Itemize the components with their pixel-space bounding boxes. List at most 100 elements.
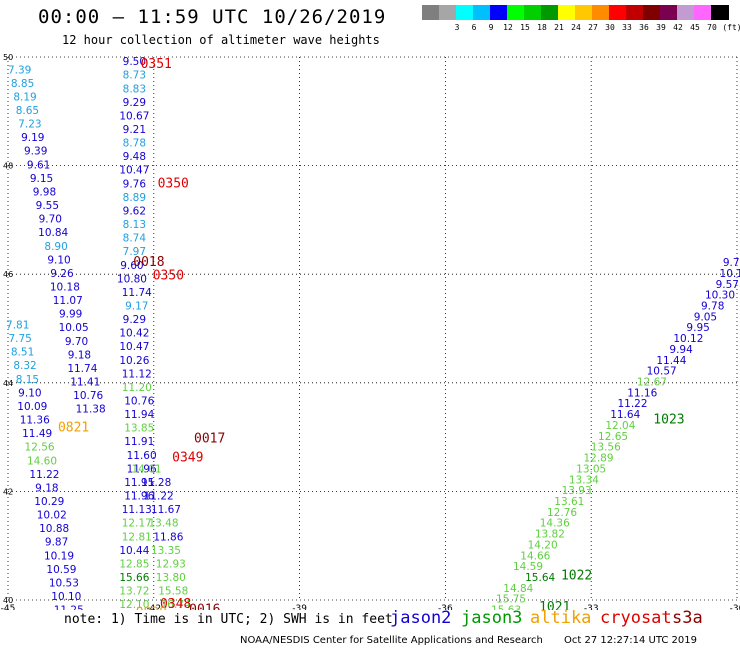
wave-height-value: 9.99 — [59, 309, 82, 321]
scale-label: 70 — [707, 23, 717, 32]
wave-height-value: 12.65 — [598, 431, 628, 443]
wave-height-value: 9.05 — [694, 311, 717, 323]
wave-height-value: 10.88 — [39, 523, 69, 535]
wave-height-value: 11.22 — [144, 491, 174, 503]
footer-credit: NOAA/NESDIS Center for Satellite Applica… — [240, 635, 543, 646]
scale-swatch — [711, 5, 729, 20]
wave-height-value: 12.93 — [156, 558, 186, 570]
wave-height-value: 11.13 — [122, 504, 152, 516]
legend-cryosat: cryosat — [600, 608, 672, 628]
wave-height-value: 10.15 — [720, 268, 740, 280]
wave-height-value: 7.39 — [8, 64, 31, 76]
x-tick-label: -30 — [730, 604, 740, 610]
wave-height-value: 13.35 — [151, 545, 181, 557]
wave-height-value: 11.95 — [124, 477, 154, 489]
wave-height-value: 8.65 — [16, 105, 39, 117]
wave-height-value: 9.26 — [50, 268, 74, 280]
wave-height-value: 13.93 — [562, 485, 592, 497]
wave-height-value: 12.89 — [583, 453, 613, 465]
scale-swatch — [473, 5, 491, 20]
wave-height-value: 10.29 — [34, 496, 64, 508]
wave-height-value: 10.53 — [49, 577, 79, 589]
wave-height-value: 14.36 — [540, 518, 570, 530]
wave-height-value: 9.50 — [123, 56, 146, 68]
wave-height-value: 7.75 — [8, 333, 31, 345]
wave-height-value: 9.60 — [120, 260, 143, 272]
x-tick-label: -42 — [146, 604, 161, 610]
wave-height-value: 13.34 — [569, 474, 599, 486]
pass-time-label: 1022 — [561, 568, 592, 583]
wave-height-value: 13.48 — [148, 518, 178, 530]
wave-height-value: 10.30 — [705, 290, 735, 302]
pass-time-label: 1021 — [539, 600, 570, 610]
wave-height-value: 11.60 — [127, 450, 157, 462]
wave-height-value: 8.19 — [13, 91, 36, 103]
scale-label: 12 — [503, 23, 513, 32]
scale-swatch — [558, 5, 576, 20]
scale-label: 33 — [622, 23, 632, 32]
wave-height-value: 11.07 — [53, 295, 83, 307]
wave-height-value: 12.10 — [119, 599, 149, 610]
wave-height-value: 13.85 — [124, 423, 154, 435]
wave-height-value: 9.94 — [669, 344, 693, 356]
legend-note: note: 1) Time is in UTC; 2) SWH is in fe… — [64, 612, 393, 627]
wave-height-value: 10.67 — [119, 110, 149, 122]
y-tick-label: 46 — [3, 270, 13, 279]
footer-timestamp: Oct 27 12:27:14 UTC 2019 — [564, 635, 697, 646]
wave-height-value: 12.81 — [122, 531, 152, 543]
scale-label: 9 — [488, 23, 494, 32]
scale-label: 42 — [673, 23, 683, 32]
wave-height-value: 14.60 — [27, 455, 57, 467]
wave-height-value: 9.18 — [68, 349, 91, 361]
scale-label: 24 — [571, 23, 581, 32]
wave-height-value: 12.67 — [637, 377, 667, 389]
scale-swatch — [643, 5, 661, 20]
wave-height-value: 9.70 — [65, 336, 88, 348]
wave-height-value: 10.02 — [37, 510, 67, 522]
wave-height-value: 9.48 — [123, 151, 146, 163]
pass-time-label: 0820 — [136, 605, 167, 610]
pass-time-label: 0348 — [160, 597, 191, 610]
wave-height-value: 12.04 — [605, 420, 635, 432]
wave-height-value: 11.96 — [127, 463, 157, 475]
wave-height-value: 9.61 — [27, 159, 50, 171]
wave-height-value: 9.21 — [123, 124, 146, 136]
wave-height-value: 10.57 — [647, 366, 677, 378]
wave-height-value: 15.66 — [119, 572, 149, 584]
wave-height-value: 8.90 — [44, 241, 67, 253]
wave-height-value: 15.64 — [525, 572, 555, 584]
wave-height-value: 9.29 — [123, 97, 146, 109]
x-tick-label: -39 — [292, 604, 307, 610]
pass-time-label: 1023 — [653, 413, 684, 428]
wave-height-value: 8.85 — [11, 78, 34, 90]
wave-height-value: 10.12 — [673, 333, 703, 345]
wave-height-value: 10.84 — [38, 227, 68, 239]
wave-height-value: 9.29 — [123, 314, 146, 326]
wave-height-value: 13.05 — [576, 463, 606, 475]
legend-s3a: s3a — [672, 608, 703, 628]
scale-label: 27 — [588, 23, 598, 32]
wave-height-value: 8.74 — [123, 233, 147, 245]
wave-height-value: 11.41 — [70, 377, 100, 389]
wave-height-value: 7.97 — [123, 246, 146, 258]
wave-height-value: 9.95 — [686, 322, 709, 334]
wave-height-value: 11.38 — [76, 404, 106, 416]
wave-height-value: 10.05 — [59, 322, 89, 334]
wave-height-value: 13.82 — [535, 529, 565, 541]
pass-time-label: 0351 — [141, 57, 172, 72]
scale-swatch — [490, 5, 508, 20]
wave-height-value: 9.55 — [36, 200, 59, 212]
wave-height-value: 9.98 — [33, 186, 56, 198]
wave-height-value: 10.80 — [117, 273, 147, 285]
wave-height-value: 8.83 — [123, 83, 146, 95]
wave-height-value: 10.18 — [50, 281, 80, 293]
wave-height-value: 8.51 — [11, 347, 34, 359]
wave-height-value: 10.10 — [51, 591, 81, 603]
scale-label: 15 — [520, 23, 530, 32]
wave-height-value: 10.76 — [73, 390, 103, 402]
pass-time-label: 0821 — [58, 421, 89, 436]
chart-title: 00:00 – 11:59 UTC 10/26/2019 — [38, 6, 387, 28]
wave-height-value: 9.10 — [47, 254, 70, 266]
wave-height-value: 13.72 — [119, 586, 149, 598]
y-tick-label: 40 — [3, 596, 13, 605]
